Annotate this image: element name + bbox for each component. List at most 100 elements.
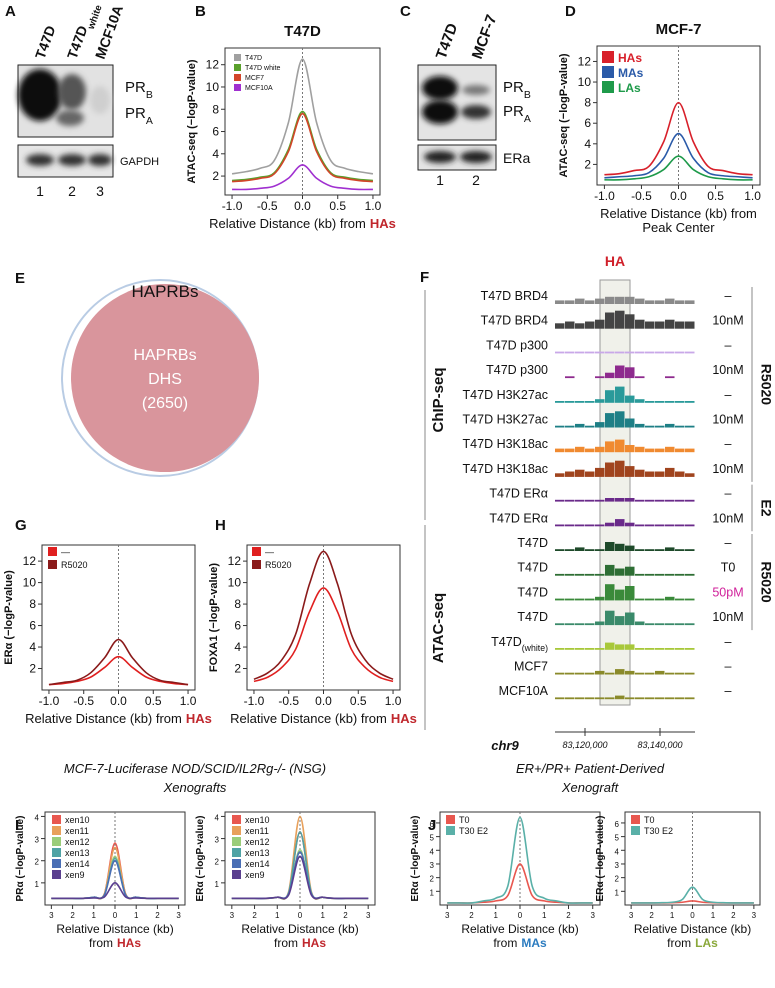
signal-bar bbox=[615, 411, 625, 428]
y-tick-label: 10 bbox=[228, 576, 242, 590]
series-line bbox=[48, 638, 189, 686]
signal-bar bbox=[555, 425, 565, 428]
x-tick-label: 1 bbox=[711, 911, 716, 920]
signal-bar bbox=[625, 367, 635, 379]
legend-swatch bbox=[234, 54, 241, 61]
signal-bar bbox=[575, 524, 585, 527]
y-tick-label: 10 bbox=[578, 75, 592, 89]
band bbox=[58, 154, 86, 166]
signal-bar bbox=[595, 573, 605, 576]
band-label-sub: B bbox=[524, 89, 531, 101]
y-tick-label: 6 bbox=[615, 820, 620, 829]
legend-swatch bbox=[234, 64, 241, 71]
track-name: T47D H3K18ac bbox=[463, 462, 548, 476]
y-tick-label: 4 bbox=[29, 640, 36, 654]
signal-bar bbox=[685, 549, 695, 551]
signal-bar bbox=[565, 499, 575, 502]
band bbox=[460, 151, 492, 163]
x-axis-label-em: HAs bbox=[186, 711, 212, 726]
signal-bar bbox=[685, 499, 695, 502]
signal-bar bbox=[645, 573, 655, 576]
legend-label: xen11 bbox=[245, 826, 269, 836]
coord-label: 83,140,000 bbox=[637, 740, 682, 750]
series-line bbox=[631, 886, 754, 904]
signal-bar bbox=[645, 321, 655, 329]
column-label-main: T47D bbox=[32, 23, 59, 61]
signal-bar bbox=[595, 422, 605, 428]
y-tick-label: 3 bbox=[430, 861, 435, 870]
section-title: MCF-7-Luciferase NOD/SCID/IL2Rg-/- (NSG) bbox=[64, 761, 326, 776]
highlight-region bbox=[599, 279, 631, 706]
signal-bar bbox=[635, 319, 645, 329]
track-name-main: T47D ERα bbox=[489, 511, 548, 525]
legend-swatch bbox=[631, 815, 640, 824]
series-line bbox=[231, 58, 374, 175]
condition: 10nM bbox=[712, 462, 743, 476]
signal-bar bbox=[685, 351, 695, 354]
signal-bar bbox=[615, 669, 625, 675]
signal-bar bbox=[665, 573, 675, 576]
lane-number: 1 bbox=[36, 183, 44, 199]
legend-swatch bbox=[48, 560, 57, 569]
band-label: PRB bbox=[503, 79, 531, 101]
signal-bar bbox=[665, 697, 675, 700]
signal-bar bbox=[675, 499, 685, 502]
x-axis-label: Relative Distance (kb) bbox=[241, 922, 358, 936]
track-name: T47D ERα bbox=[489, 487, 548, 501]
coord-label: 83,120,000 bbox=[562, 740, 607, 750]
signal-bar bbox=[675, 648, 685, 650]
signal-bar bbox=[575, 323, 585, 329]
signal-bar bbox=[555, 573, 565, 576]
signal-bar bbox=[655, 623, 665, 626]
y-tick-label: 3 bbox=[615, 861, 620, 870]
signal-bar bbox=[675, 524, 685, 527]
signal-bar bbox=[635, 499, 645, 502]
signal-bar bbox=[575, 697, 585, 700]
legend-swatch bbox=[446, 826, 455, 835]
signal-bar bbox=[635, 697, 645, 700]
y-tick-label: 12 bbox=[206, 58, 220, 72]
signal-bar bbox=[675, 401, 685, 403]
column-label-main: MCF-7 bbox=[469, 12, 501, 61]
panel-label: D bbox=[565, 3, 576, 20]
track-name-main: MCF10A bbox=[499, 684, 549, 698]
track-name-sub: (white) bbox=[522, 643, 548, 653]
signal-bar bbox=[675, 598, 685, 601]
signal-bar bbox=[615, 351, 625, 354]
x-tick-label: 0 bbox=[113, 911, 118, 920]
signal-bar bbox=[615, 616, 625, 626]
signal-bar bbox=[635, 621, 645, 626]
x-axis-label-text: Peak Center bbox=[642, 220, 715, 235]
signal-bar bbox=[645, 425, 655, 428]
signal-bar bbox=[555, 549, 565, 551]
legend-label: xen12 bbox=[65, 837, 90, 847]
chart-title: T47D bbox=[284, 23, 321, 40]
legend-label: — bbox=[265, 547, 274, 557]
signal-bar bbox=[645, 524, 655, 527]
legend-label: xen14 bbox=[245, 859, 270, 869]
y-axis-label: ERα (−logP-value) bbox=[595, 816, 606, 902]
signal-bar bbox=[585, 401, 595, 403]
signal-bar bbox=[615, 460, 625, 477]
x-tick-label: 0.0 bbox=[670, 189, 687, 203]
signal-bar bbox=[625, 612, 635, 626]
legend-label: xen10 bbox=[65, 815, 90, 825]
track-name: T47D p300 bbox=[486, 338, 548, 352]
venn-text: (2650) bbox=[142, 395, 188, 412]
signal-bar bbox=[575, 469, 585, 477]
signal-bar bbox=[615, 386, 625, 403]
signal-bar bbox=[675, 471, 685, 477]
signal-bar bbox=[645, 351, 655, 354]
track-name: T47D BRD4 bbox=[481, 314, 548, 328]
track-name: T47D H3K27ac bbox=[463, 388, 548, 402]
signal-bar bbox=[655, 499, 665, 502]
signal-bar bbox=[635, 672, 645, 675]
y-tick-label: 2 bbox=[215, 858, 220, 867]
legend-swatch bbox=[232, 826, 241, 835]
signal-bar bbox=[565, 300, 575, 304]
series-line bbox=[51, 882, 179, 900]
x-tick-label: -1.0 bbox=[594, 189, 615, 203]
series-line bbox=[447, 816, 593, 904]
signal-bar bbox=[665, 648, 675, 650]
x-tick-label: 3 bbox=[445, 911, 450, 920]
